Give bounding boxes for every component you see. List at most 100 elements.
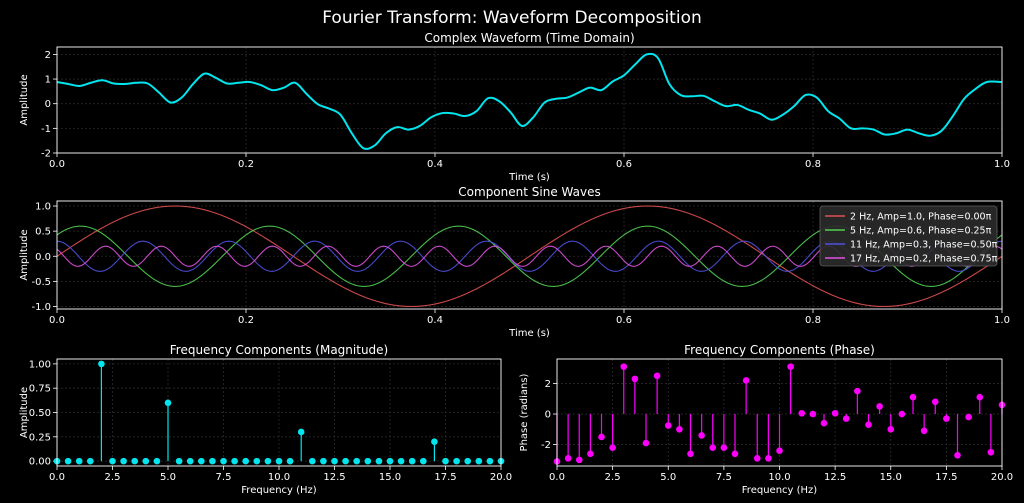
x-tick-label: 0.0 [549,472,565,483]
y-tick-label: 0.75 [29,384,51,395]
stem-marker [831,409,839,417]
stem-marker [787,363,794,370]
stem-marker [98,360,105,368]
stem-marker [587,450,594,458]
x-axis-label: Time (s) [508,172,550,183]
stem-marker [876,403,883,410]
legend-label: 2 Hz, Amp=1.0, Phase=0.00π [850,212,992,223]
y-tick-label: 0.00 [29,457,51,468]
x-tick-label: 0.0 [49,159,65,170]
stem-marker [109,457,116,465]
stem-marker [765,455,772,462]
legend-label: 11 Hz, Amp=0.3, Phase=0.50π [850,240,998,251]
x-tick-label: 7.5 [716,472,732,483]
stem-marker [64,457,72,465]
stem-marker [987,448,995,456]
x-tick-label: 0.6 [616,315,632,326]
stem-marker [331,457,338,465]
stem-marker [709,444,717,451]
stem-marker [464,457,472,465]
axes-3: 0.0 2.5 5.0 7.5 10.0 12.5 15.0 17.5 20.0 0.00 0.25… [19,343,512,496]
stem-marker [720,444,728,451]
y-tick-label: 1 [45,75,51,86]
stem-marker [220,457,227,465]
stem-marker [309,457,316,465]
x-tick-label: 15.0 [880,472,902,483]
x-tick-label: 0.6 [616,159,632,170]
stem-marker [431,438,438,445]
x-tick-label: 5.0 [160,472,176,483]
axes-title: Component Sine Waves [458,185,600,199]
x-tick-label: 17.5 [935,472,957,483]
x-tick-label: 20.0 [490,472,512,483]
y-tick-label: 2 [45,50,51,61]
stem-marker [231,457,238,465]
stem-marker [342,457,349,465]
y-axis-label: Phase (radians) [519,373,530,451]
stem-marker [809,410,817,418]
x-tick-label: 2.5 [605,472,621,483]
axes-frame [556,358,1003,467]
stem-marker [931,398,939,406]
stem-marker [898,410,906,418]
x-tick-label: 0.2 [238,159,254,170]
stem-marker [598,433,605,441]
x-tick-label: 1.0 [994,315,1010,326]
legend: 2 Hz, Amp=1.0, Phase=0.00π 5 Hz, Amp=0.6,… [819,205,998,267]
x-tick-label: 0.0 [49,472,65,483]
stem-marker [286,457,294,465]
stem-marker [198,457,205,465]
x-tick-label: 2.5 [105,472,121,483]
stem-marker [242,457,249,465]
stem-marker [564,455,572,462]
stem-marker [887,426,895,433]
y-tick-label: 0.50 [29,408,51,419]
y-tick-label: 1.00 [29,359,51,370]
y-tick-label: 2 [545,379,551,390]
axes-1: 0.0 0.2 0.4 0.6 0.8 1.0 -2 -1 0 1 2 Complex Wavefor… [19,31,1010,183]
y-tick-label: 0 [45,99,51,110]
stem-marker [475,457,483,465]
x-tick-label: 15.0 [379,472,401,483]
stem-marker [943,415,950,422]
x-tick-label: 0.4 [427,315,443,326]
stem-marker [820,419,828,427]
stem-marker [375,457,383,465]
x-tick-label: 0.0 [49,315,65,326]
stem-marker [87,457,94,465]
stem-marker [731,450,739,458]
axes-frame [56,358,502,467]
series-line-2hz [56,205,1003,308]
stem-marker [264,457,272,465]
stem-marker [798,409,806,417]
x-tick-label: 5.0 [660,472,676,483]
axes-frame [56,46,1003,154]
stem-marker [164,399,172,407]
stem-marker [386,457,394,465]
stem-marker [320,457,327,465]
stem-marker [954,452,961,459]
stem-marker [842,415,850,422]
y-tick-label: -1.0 [31,302,51,313]
y-tick-label: 0.25 [29,432,51,443]
stem-marker [442,457,449,465]
y-tick-label: -1 [41,124,51,135]
y-tick-label: 0.5 [35,227,51,238]
stem-marker [275,457,283,465]
stem-marker [420,457,427,465]
x-tick-label: 17.5 [434,472,456,483]
x-tick-label: 1.0 [994,159,1010,170]
stem-marker [865,421,872,429]
legend-label: 5 Hz, Amp=0.6, Phase=0.25π [850,226,992,237]
stem-marker [353,457,361,465]
stem-marker [776,447,783,455]
axes-title: Complex Waveform (Time Domain) [424,31,634,45]
x-tick-label: 10.0 [768,472,790,483]
y-tick-label: 0 [545,410,551,421]
y-axis-label: Amplitude [19,229,30,280]
y-tick-label: 1.0 [35,202,51,213]
stem-marker [753,455,761,462]
stem-marker [209,457,216,465]
x-tick-label: 7.5 [216,472,232,483]
y-axis-label: Amplitude [19,387,30,438]
